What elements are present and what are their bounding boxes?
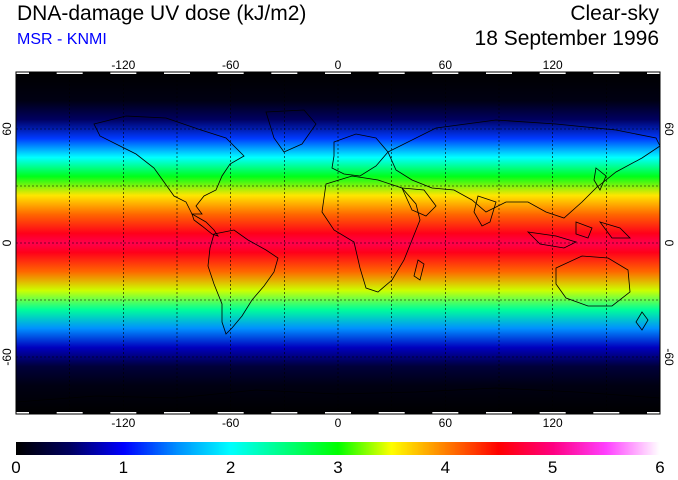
frame-tick — [539, 72, 566, 74]
frame-tick — [378, 72, 405, 74]
lon-ticks-bottom: -120 -60 0 60 120 — [3, 412, 673, 430]
lon-tick-label-bottom: -60 — [222, 416, 240, 430]
frame-tick — [432, 412, 459, 414]
lat-ticks-left: 60 0 -60 — [0, 122, 14, 366]
colorbar-tick-label: 1 — [118, 458, 129, 477]
sky-condition-label: Clear-sky — [570, 2, 659, 25]
lat-tick-label-right: 60 — [662, 122, 676, 136]
colorbar-gradient — [16, 442, 660, 455]
frame-tick — [56, 412, 83, 414]
lat-tick-label-left: -60 — [0, 348, 14, 366]
frame-tick — [164, 412, 190, 414]
lon-tick-label-bottom: -120 — [111, 416, 135, 430]
map-title: DNA-damage UV dose (kJ/m2) — [17, 2, 307, 25]
colorbar-tick-label: 5 — [547, 458, 558, 477]
frame-tick — [110, 412, 137, 414]
date-label: 18 September 1996 — [474, 27, 659, 50]
frame-tick — [378, 412, 405, 414]
colorbar-tick-label: 4 — [440, 458, 451, 477]
lat-tick-label-right: 0 — [662, 240, 676, 247]
frame-tick — [271, 412, 298, 414]
lat-tick-label-left: 60 — [0, 122, 14, 136]
lon-tick-label-top: 0 — [335, 58, 342, 72]
uv-dose-map: -120 -60 0 60 120 -120 -60 0 60 120 60 0 -60 60 0 -6… — [0, 58, 676, 430]
frame-tick — [56, 72, 83, 74]
frame-tick — [432, 72, 459, 74]
frame-tick — [164, 72, 190, 74]
lat-tick-label-right: -60 — [662, 348, 676, 366]
lon-tick-label-bottom: 0 — [335, 416, 342, 430]
frame-tick — [486, 412, 512, 414]
lon-tick-label-top: -120 — [111, 58, 135, 72]
frame-tick — [271, 72, 298, 74]
frame-tick — [325, 72, 351, 74]
frame-tick — [217, 412, 244, 414]
land-outlines — [16, 109, 660, 403]
source-label: MSR - KNMI — [17, 31, 107, 48]
colorbar-tick-label: 0 — [11, 458, 21, 477]
frame-tick — [325, 412, 351, 414]
frame-tick — [539, 412, 566, 414]
colorbar-tick-label: 3 — [333, 458, 343, 477]
frame-tick — [486, 72, 512, 74]
lon-tick-label-top: 120 — [543, 58, 563, 72]
lon-tick-label-top: 60 — [439, 58, 453, 72]
lon-tick-label-bottom: 120 — [543, 416, 563, 430]
lat-tick-label-left: 0 — [0, 239, 14, 246]
graticule — [16, 72, 660, 414]
colorbar-tick-label: 2 — [225, 458, 236, 477]
colorbar-tick-label: 6 — [655, 458, 665, 477]
lon-tick-label-bottom: 60 — [439, 416, 453, 430]
lat-ticks-right: 60 0 -60 — [662, 122, 676, 366]
lon-tick-label-top: -60 — [222, 58, 240, 72]
frame-tick — [593, 412, 620, 414]
map-border — [15, 71, 661, 415]
frame-tick — [110, 72, 137, 74]
frame-tick — [217, 72, 244, 74]
frame-tick — [593, 72, 620, 74]
